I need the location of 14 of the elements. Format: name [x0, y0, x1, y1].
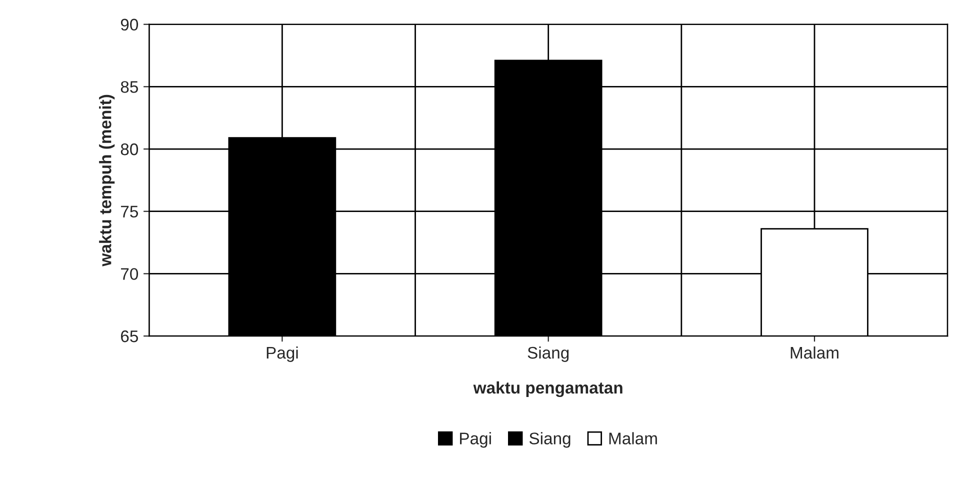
x-tick-label: Pagi	[266, 346, 298, 362]
x-tick-label: Siang	[528, 346, 569, 362]
legend-label: Pagi	[460, 432, 491, 448]
y-tick-label: 70	[121, 268, 138, 280]
y-tick-label: 75	[121, 206, 138, 218]
y-tick-label: 80	[120, 143, 138, 156]
x-axis-title: waktu pengamatan	[473, 381, 622, 398]
y-axis-title: waktu tempuh (menit)	[99, 94, 115, 266]
legend-label: Malam	[609, 432, 657, 444]
legend-label: Siang	[529, 432, 570, 448]
x-tick-label: Malam	[790, 346, 838, 359]
y-tick-label: 65	[121, 330, 138, 342]
y-tick-label: 90	[120, 18, 138, 31]
y-tick-label: 85	[120, 81, 138, 93]
